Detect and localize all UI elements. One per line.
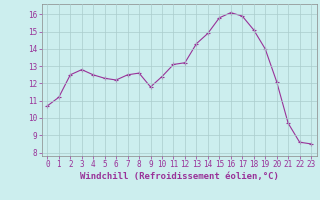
X-axis label: Windchill (Refroidissement éolien,°C): Windchill (Refroidissement éolien,°C)	[80, 172, 279, 181]
